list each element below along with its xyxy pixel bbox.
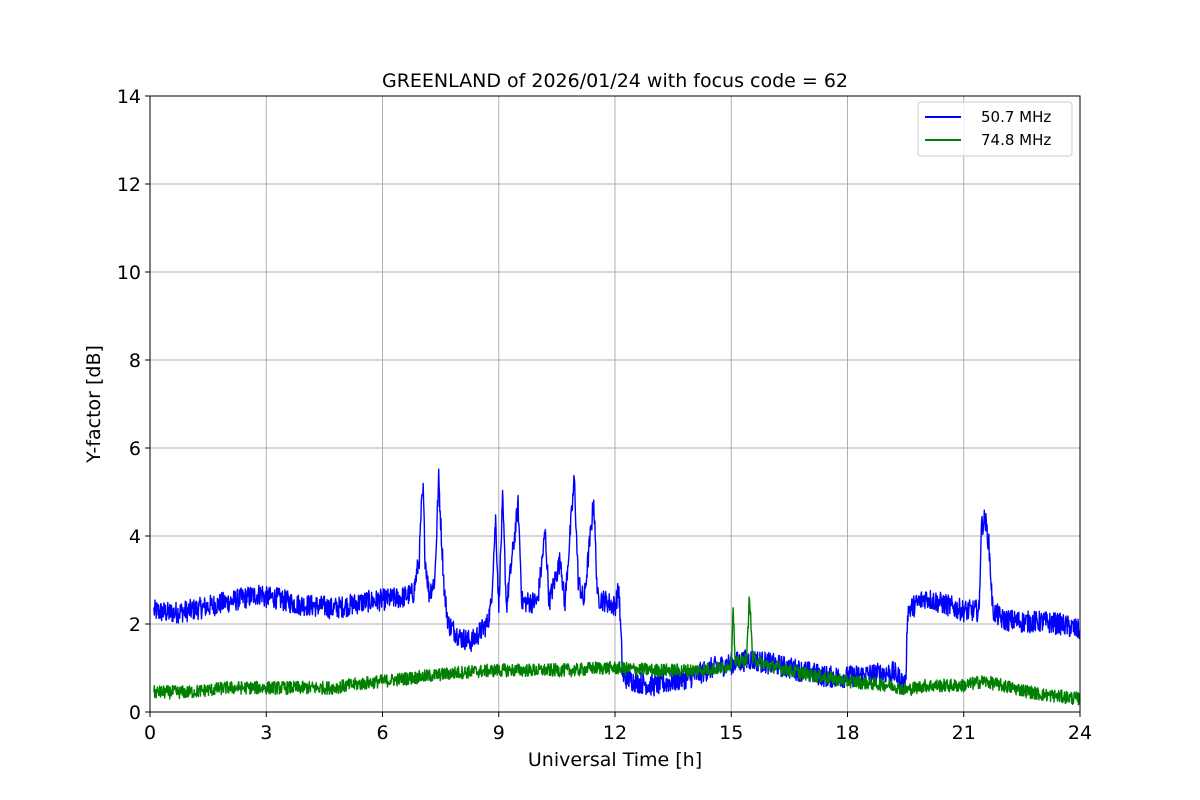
legend-box xyxy=(917,101,1073,157)
x-tick-label: 24 xyxy=(1068,722,1092,744)
series-line-50-7-mhz xyxy=(153,468,1081,697)
y-tick-label: 10 xyxy=(117,262,141,284)
y-tick-label: 12 xyxy=(117,174,141,196)
y-tick-label: 2 xyxy=(129,614,141,636)
x-tick-label: 18 xyxy=(835,722,859,744)
chart-title: GREENLAND of 2026/01/24 with focus code … xyxy=(382,70,848,92)
legend: 50.7 MHz 74.8 MHz xyxy=(917,101,1073,157)
series-line-74-8-mhz xyxy=(153,596,1081,706)
x-tick-label: 6 xyxy=(376,722,388,744)
y-tick-label: 8 xyxy=(129,350,141,372)
legend-label-74-8: 74.8 MHz xyxy=(981,131,1051,149)
y-tick-label: 4 xyxy=(129,526,141,548)
x-tick-label: 9 xyxy=(493,722,505,744)
x-axis-label: Universal Time [h] xyxy=(528,749,702,771)
x-tick-label: 3 xyxy=(260,722,272,744)
plot-frame xyxy=(149,95,1081,713)
x-tick-label: 15 xyxy=(719,722,743,744)
y-tick-label: 6 xyxy=(129,438,141,460)
x-tick-label: 21 xyxy=(952,722,976,744)
y-tick-label: 14 xyxy=(117,86,141,108)
x-tick-label: 0 xyxy=(144,722,156,744)
y-axis-label: Y-factor [dB] xyxy=(83,345,105,464)
x-tick-label: 12 xyxy=(603,722,627,744)
legend-label-50-7: 50.7 MHz xyxy=(981,108,1051,126)
series-lines xyxy=(153,468,1081,706)
y-tick-label: 0 xyxy=(129,702,141,724)
